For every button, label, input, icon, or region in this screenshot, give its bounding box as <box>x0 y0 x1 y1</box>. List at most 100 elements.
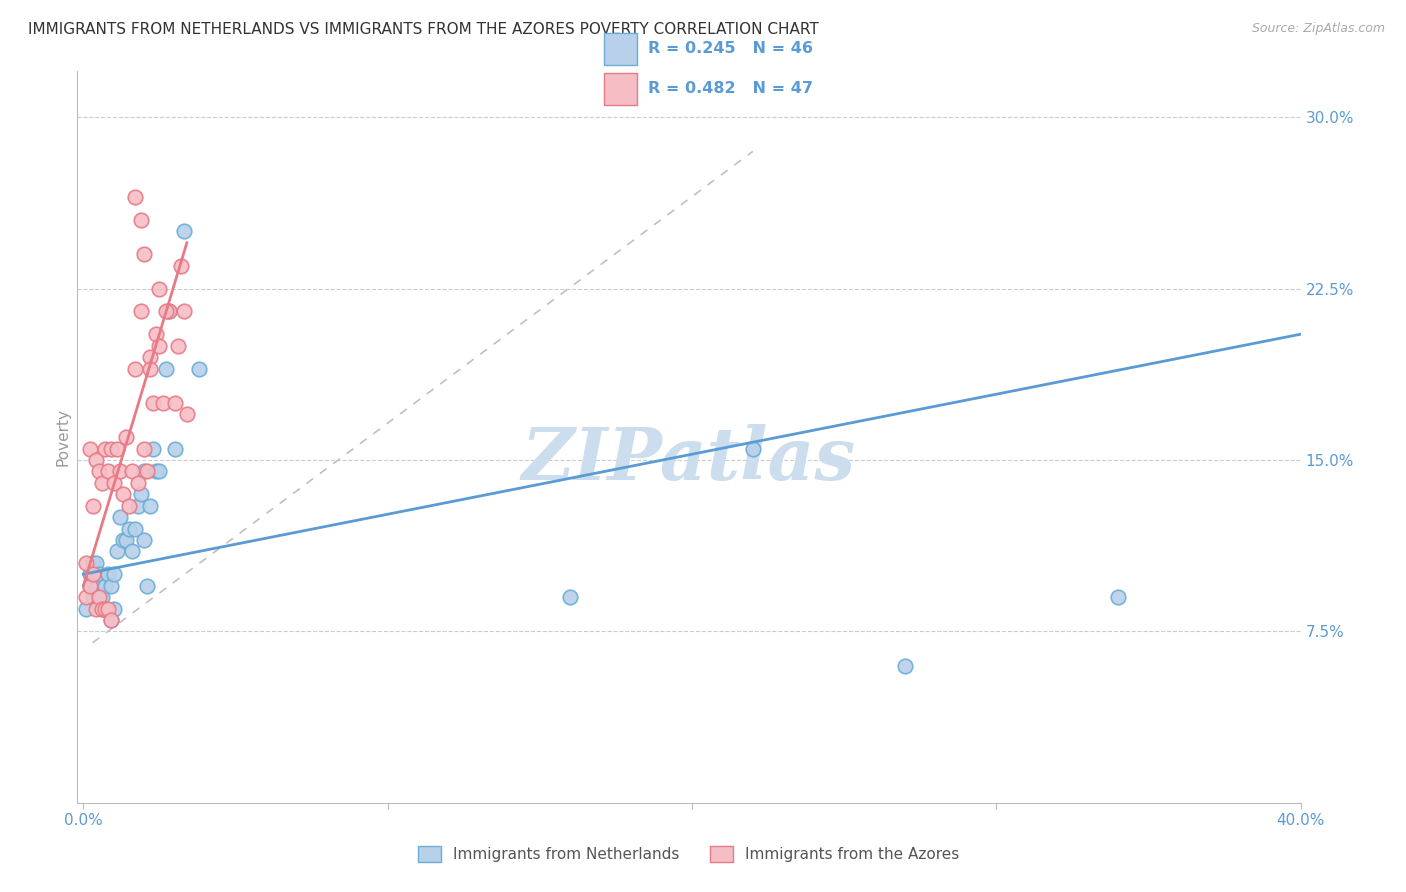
Point <box>148 281 170 295</box>
Point <box>82 567 104 582</box>
Point <box>142 396 165 410</box>
Point <box>124 521 146 535</box>
Point <box>136 579 159 593</box>
Legend: Immigrants from Netherlands, Immigrants from the Azores: Immigrants from Netherlands, Immigrants … <box>412 840 966 868</box>
Point <box>124 190 146 204</box>
Point <box>134 247 156 261</box>
Point <box>97 567 120 582</box>
Point <box>1107 590 1129 604</box>
Point <box>105 442 128 456</box>
Point <box>152 396 174 410</box>
Point <box>155 304 177 318</box>
Point <box>139 361 162 376</box>
Point <box>90 601 112 615</box>
Point <box>741 442 763 456</box>
Point <box>127 499 149 513</box>
Point <box>188 361 211 376</box>
Point <box>129 304 152 318</box>
Point <box>87 579 110 593</box>
Point <box>145 464 167 478</box>
Text: R = 0.245   N = 46: R = 0.245 N = 46 <box>648 41 813 56</box>
Point <box>79 579 101 593</box>
Point <box>82 590 104 604</box>
Point <box>124 361 146 376</box>
Point <box>134 442 156 456</box>
Point <box>118 521 141 535</box>
Point <box>105 544 128 558</box>
Point <box>87 464 110 478</box>
Point <box>75 556 97 570</box>
Point <box>115 533 138 547</box>
Point <box>155 361 177 376</box>
Point <box>108 510 131 524</box>
Point <box>82 556 104 570</box>
Point <box>75 590 97 604</box>
Point <box>163 396 186 410</box>
Point <box>560 590 582 604</box>
Point <box>90 475 112 490</box>
Point <box>115 430 138 444</box>
Point <box>173 304 195 318</box>
Point <box>121 464 143 478</box>
Point <box>97 464 120 478</box>
Point <box>75 601 97 615</box>
Point <box>79 579 101 593</box>
Point <box>87 567 110 582</box>
Point <box>100 613 122 627</box>
Point <box>90 601 112 615</box>
Point <box>103 567 125 582</box>
Point <box>142 442 165 456</box>
Point <box>82 499 104 513</box>
Point <box>134 533 156 547</box>
Point <box>145 327 167 342</box>
FancyBboxPatch shape <box>603 72 637 104</box>
Point <box>163 442 186 456</box>
Point <box>93 601 115 615</box>
Point <box>84 601 107 615</box>
Point <box>79 442 101 456</box>
Text: IMMIGRANTS FROM NETHERLANDS VS IMMIGRANTS FROM THE AZORES POVERTY CORRELATION CH: IMMIGRANTS FROM NETHERLANDS VS IMMIGRANT… <box>28 22 818 37</box>
Point <box>103 475 125 490</box>
Point <box>894 658 917 673</box>
Point <box>166 338 188 352</box>
Point <box>100 579 122 593</box>
Point <box>93 442 115 456</box>
Point <box>84 567 107 582</box>
Text: R = 0.482   N = 47: R = 0.482 N = 47 <box>648 81 813 96</box>
Point <box>157 304 180 318</box>
Point <box>134 464 156 478</box>
Point <box>87 590 110 604</box>
Point <box>121 544 143 558</box>
Point <box>84 453 107 467</box>
Point <box>139 499 162 513</box>
Point <box>82 567 104 582</box>
Point <box>129 487 152 501</box>
Point <box>79 567 101 582</box>
Text: Source: ZipAtlas.com: Source: ZipAtlas.com <box>1251 22 1385 36</box>
Point <box>139 350 162 364</box>
Point <box>127 475 149 490</box>
Point <box>148 464 170 478</box>
Point <box>136 464 159 478</box>
Point <box>84 579 107 593</box>
Point <box>118 499 141 513</box>
Point <box>97 601 120 615</box>
Point <box>103 601 125 615</box>
Point <box>173 224 195 238</box>
Point <box>111 533 134 547</box>
Point <box>87 590 110 604</box>
Point <box>176 407 198 421</box>
Point <box>108 464 131 478</box>
Y-axis label: Poverty: Poverty <box>55 408 70 467</box>
Text: ZIPatlas: ZIPatlas <box>522 424 856 494</box>
Point <box>93 601 115 615</box>
Point <box>84 556 107 570</box>
Point <box>111 487 134 501</box>
Point <box>170 259 193 273</box>
Point <box>90 590 112 604</box>
Point <box>100 442 122 456</box>
Point <box>93 579 115 593</box>
Point <box>100 613 122 627</box>
Point <box>129 213 152 227</box>
Point <box>157 304 180 318</box>
